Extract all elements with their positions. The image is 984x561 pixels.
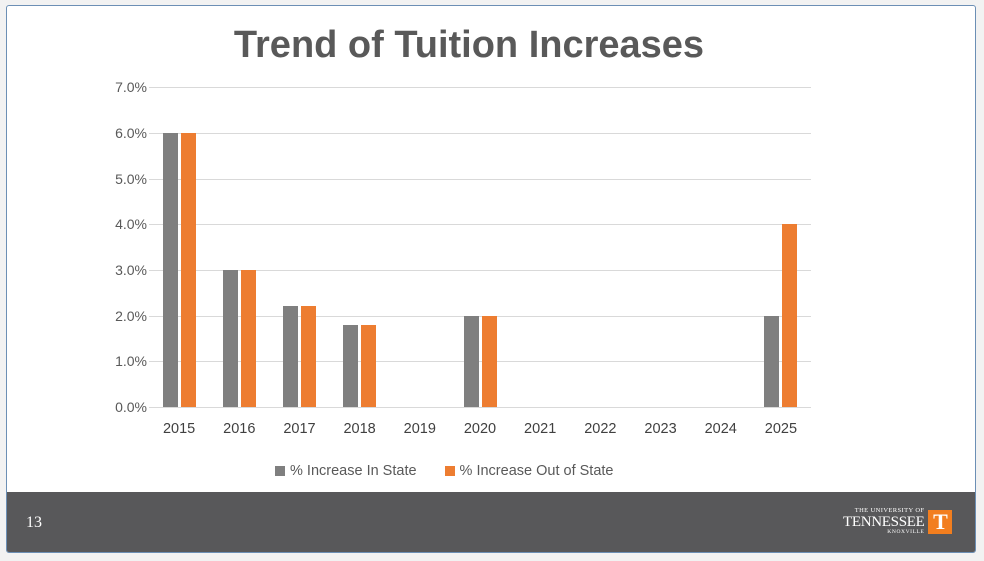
- x-axis-tick: 2016: [223, 421, 256, 437]
- bar-out-of-state-2025: [782, 224, 798, 407]
- legend-label: % Increase Out of State: [459, 463, 614, 479]
- legend-item: % Increase Out of State: [444, 463, 614, 479]
- bar-out-of-state-2016: [240, 269, 256, 407]
- gridline: [149, 224, 811, 225]
- slide: Trend of Tuition Increases 0.0% 1.0% 2.0% 3…: [6, 5, 976, 553]
- x-axis-tick: 2017: [283, 421, 316, 437]
- bar-chart: 0.0% 1.0% 2.0% 3.0% 4.0% 5.0% 6.0% 7.0% 2015 2016…: [7, 6, 975, 496]
- bar-in-state-2015: [162, 132, 178, 407]
- bar-in-state-2017: [282, 306, 298, 407]
- power-t-icon: T: [928, 509, 953, 534]
- x-axis-tick: 2024: [704, 421, 737, 437]
- logo-line-1: THE UNIVERSITY OF: [854, 507, 925, 514]
- gridline: [149, 407, 811, 408]
- y-axis-tick: 3.0%: [115, 262, 147, 278]
- bar-out-of-state-2018: [361, 324, 377, 407]
- university-logo: THE UNIVERSITY OF TENNESSEE KNOXVILLE T: [843, 507, 953, 535]
- y-axis-tick: 4.0%: [115, 216, 147, 232]
- legend-swatch: [444, 466, 455, 476]
- x-axis-tick: 2018: [343, 421, 376, 437]
- bar-in-state-2016: [222, 269, 238, 407]
- y-axis-tick: 0.0%: [115, 399, 147, 415]
- y-axis-tick: 7.0%: [115, 79, 147, 95]
- y-axis-tick: 2.0%: [115, 308, 147, 324]
- bar-out-of-state-2017: [300, 306, 316, 407]
- x-axis-tick: 2021: [524, 421, 557, 437]
- page-number: 13: [26, 514, 42, 531]
- logo-line-2: TENNESSEE: [843, 513, 925, 530]
- x-axis-tick: 2019: [403, 421, 436, 437]
- gridline: [149, 361, 811, 362]
- x-axis-tick: 2015: [162, 421, 196, 437]
- y-axis-tick: 5.0%: [115, 171, 147, 187]
- legend-item: % Increase In State: [275, 463, 417, 479]
- gridline: [149, 316, 811, 317]
- bar-in-state-2018: [343, 324, 359, 407]
- x-axis-tick: 2023: [644, 421, 677, 437]
- logo-line-3: KNOXVILLE: [887, 528, 925, 535]
- x-axis-tick: 2022: [584, 421, 617, 437]
- slide-footer: 13 THE UNIVERSITY OF TENNESSEE KNOXVILLE…: [7, 492, 975, 552]
- gridline: [149, 133, 811, 134]
- legend-label: % Increase In State: [290, 463, 417, 479]
- gridline: [149, 87, 811, 88]
- y-axis-tick: 1.0%: [115, 353, 147, 369]
- legend-swatch: [275, 466, 285, 476]
- y-axis-tick: 6.0%: [115, 125, 147, 141]
- bar-out-of-state-2020: [481, 315, 497, 407]
- bar-in-state-2025: [764, 315, 780, 407]
- bar-out-of-state-2015: [180, 132, 196, 407]
- gridline: [149, 270, 811, 271]
- bar-in-state-2020: [463, 315, 479, 407]
- chart-legend: % Increase In State % Increase Out of Sta…: [275, 463, 642, 479]
- slide-title: Trend of Tuition Increases: [233, 24, 705, 66]
- gridline: [149, 179, 811, 180]
- x-axis-tick: 2020: [463, 421, 497, 437]
- x-axis-tick: 2025: [764, 421, 798, 437]
